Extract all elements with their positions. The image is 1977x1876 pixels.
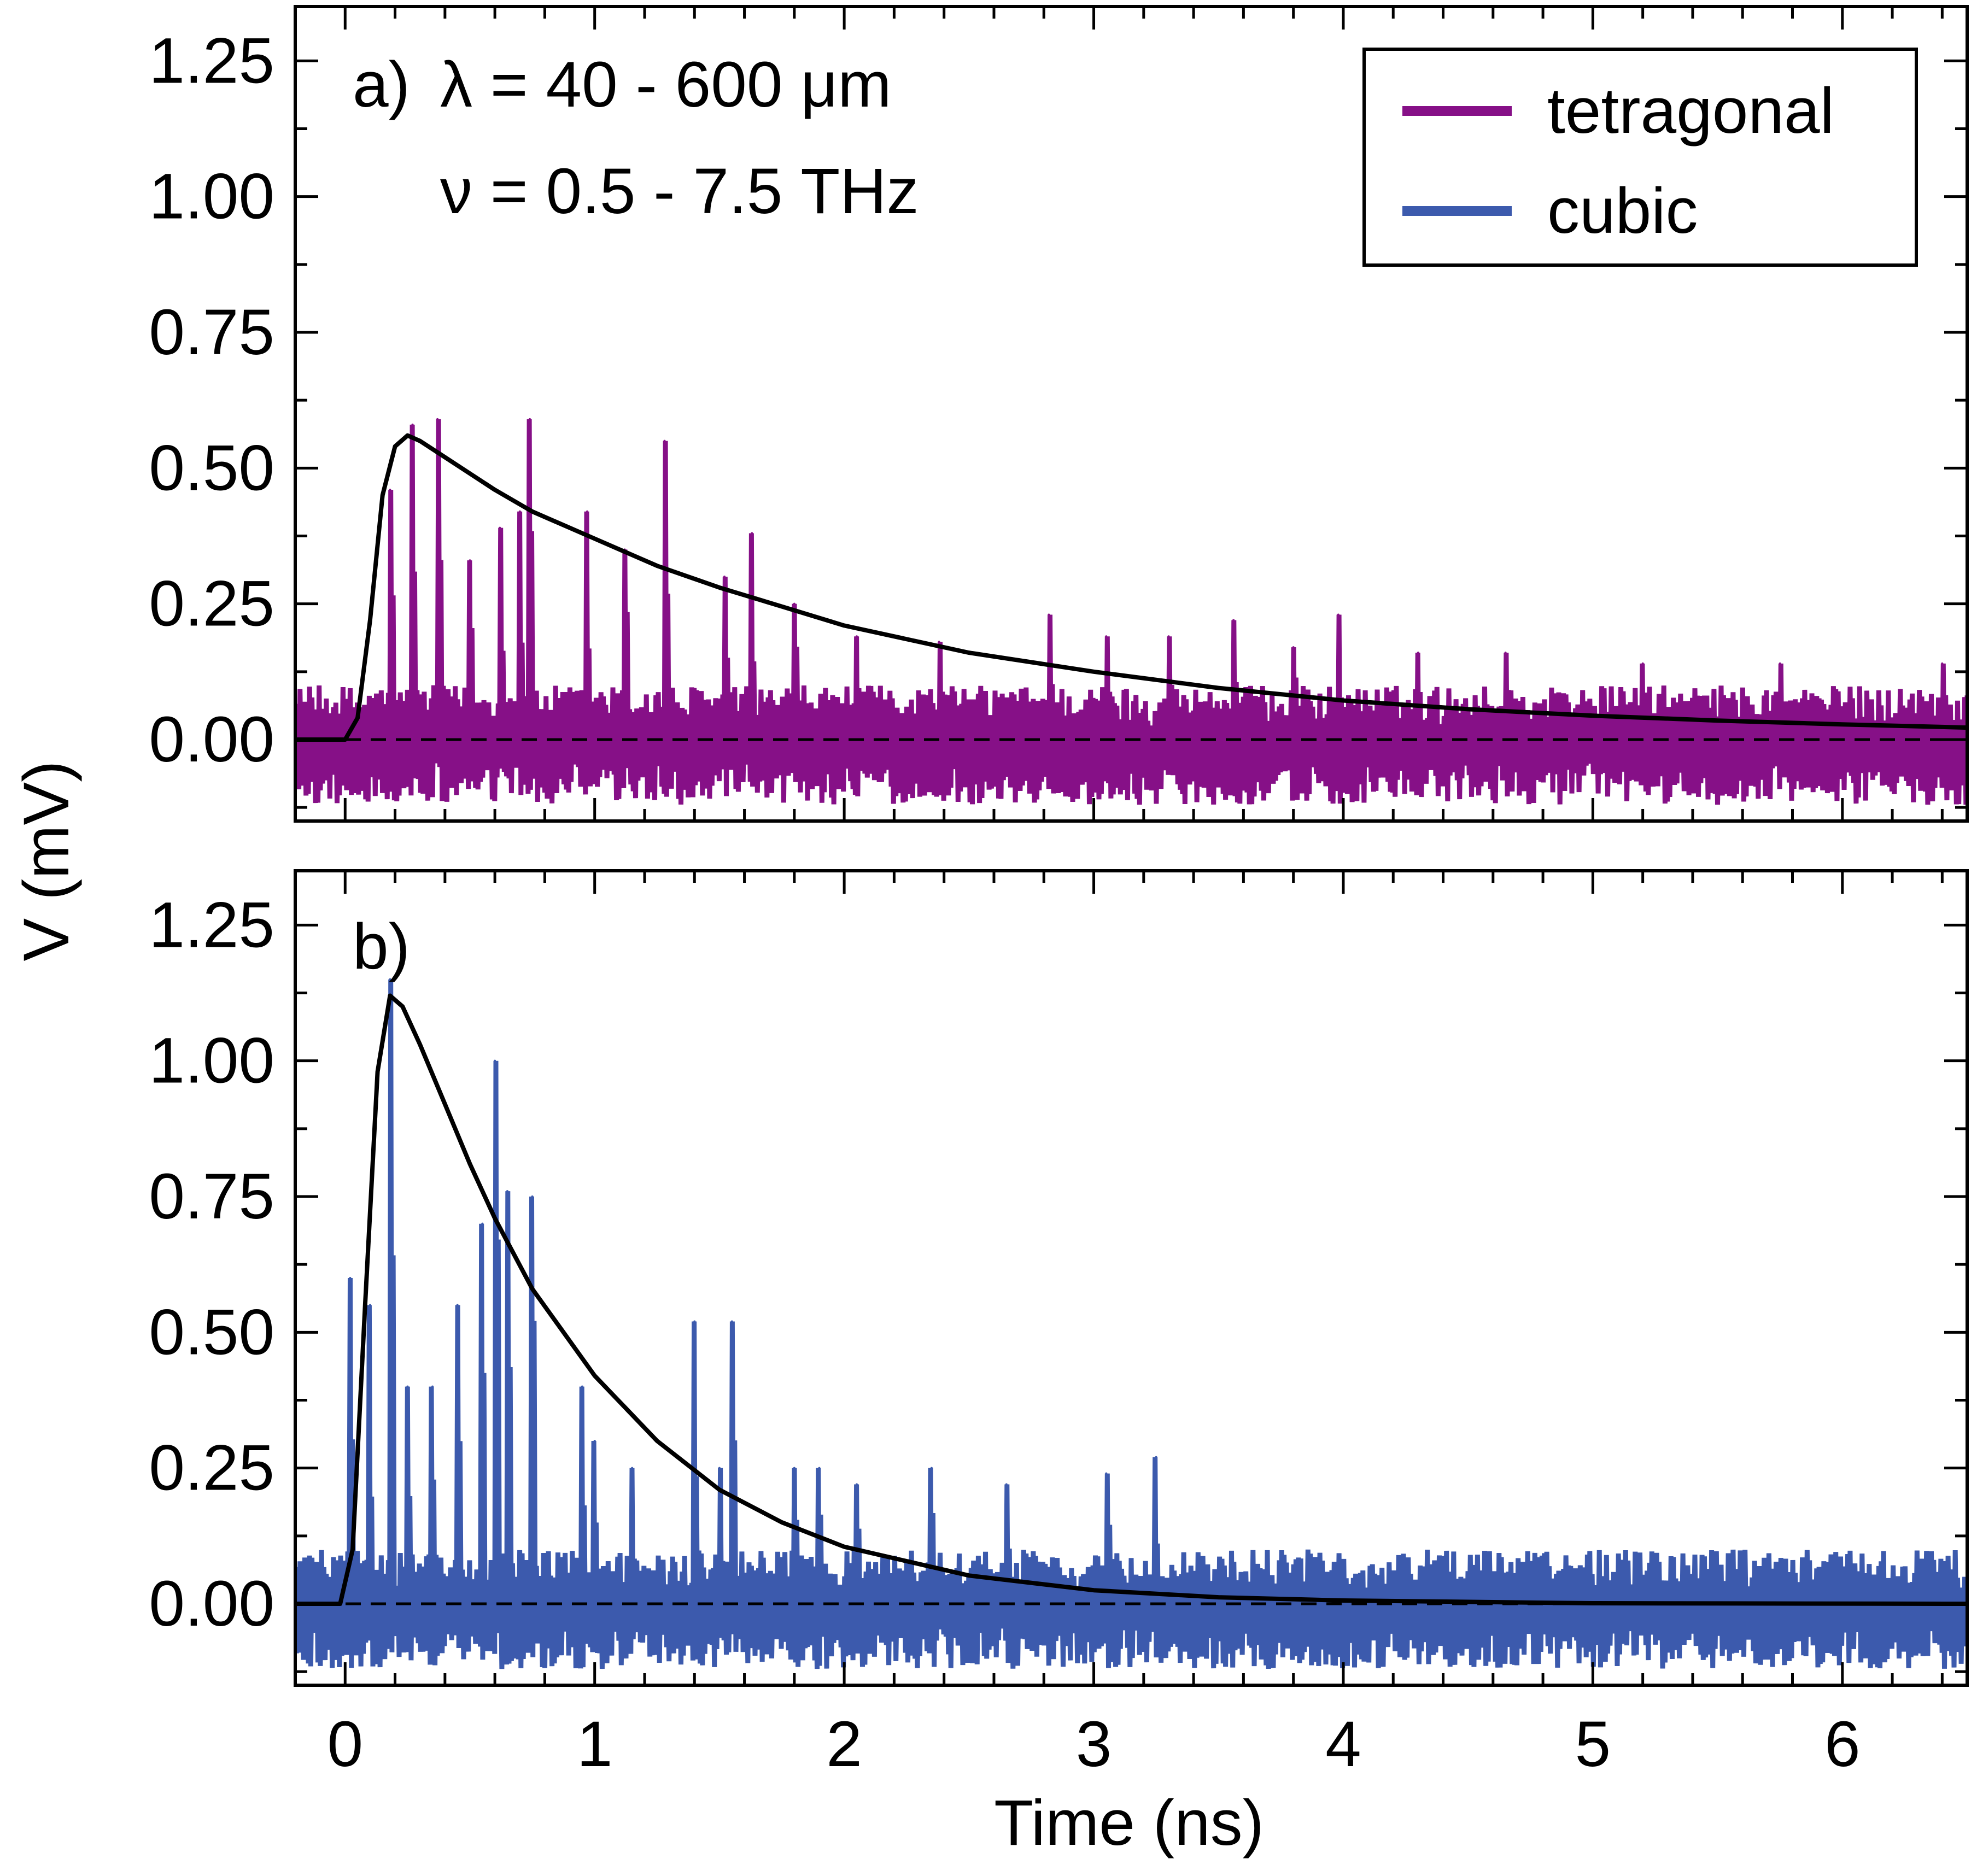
legend-label-cubic: cubic <box>1547 175 1698 247</box>
series-cubic-peak-3 <box>406 1385 409 1388</box>
series-tetragonal-peak-21 <box>1417 652 1419 654</box>
legend-box <box>1362 48 1918 267</box>
series-tetragonal-peak-18 <box>1232 619 1235 622</box>
series-tetragonal-peak-7 <box>586 510 589 513</box>
series-tetragonal-peak-15 <box>1048 613 1050 616</box>
series-cubic-peak-7 <box>494 1059 496 1062</box>
series-tetragonal-peak-2 <box>436 418 439 420</box>
panel-a-annotation-frequency: ν = 0.5 - 7.5 THz <box>440 155 919 227</box>
y-tick-label: 0.50 <box>149 1296 274 1368</box>
series-cubic-peak-17 <box>818 1467 821 1469</box>
series-tetragonal-peak-20 <box>1337 613 1340 616</box>
panel-a-frame <box>294 5 1969 823</box>
panel-a-plot-area <box>295 418 1967 805</box>
series-tetragonal-trace <box>295 419 1967 805</box>
panel-b-y-tick-labels: 1.25 1.00 0.75 0.50 0.25 0.00 <box>149 889 274 1640</box>
y-tick-label: 1.00 <box>149 161 274 233</box>
y-axis-title: V (mV) <box>10 760 83 961</box>
series-tetragonal-peak-14 <box>938 641 940 643</box>
series-cubic-peak-21 <box>1105 1472 1108 1475</box>
series-tetragonal-peak-10 <box>723 576 726 578</box>
panel-a-annotation-wavelength: λ = 40 - 600 μm <box>440 49 892 121</box>
panel-b: 1.25 1.00 0.75 0.50 0.25 0.00 0 1 2 3 4 5 6 b) <box>149 869 1969 1780</box>
series-cubic-peak-22 <box>1155 1456 1157 1458</box>
x-tick-label: 2 <box>826 1708 862 1780</box>
panel-b-fit-curve <box>295 993 1967 1606</box>
x-tick-label: 4 <box>1325 1708 1361 1780</box>
legend: tetragonal cubic <box>1362 48 1918 267</box>
series-cubic-peak-0 <box>349 1277 352 1279</box>
series-tetragonal-peak-0 <box>389 489 391 491</box>
y-tick-label: 1.00 <box>149 1025 274 1097</box>
x-axis-title: Time (ns) <box>994 1787 1264 1859</box>
y-tick-label: 0.25 <box>149 568 274 640</box>
series-tetragonal-peak-6 <box>529 418 531 420</box>
series-cubic-peak-5 <box>456 1304 459 1306</box>
panel-a-tick-marks <box>294 7 1967 821</box>
y-tick-label: 1.25 <box>149 25 274 97</box>
series-cubic-trace <box>295 979 1967 1669</box>
series-tetragonal-peak-4 <box>499 526 501 529</box>
series-cubic-peak-12 <box>631 1467 634 1469</box>
x-tick-labels: 0 1 2 3 4 5 6 <box>327 1708 1860 1780</box>
y-tick-label: 0.50 <box>149 432 274 504</box>
panel-b-plot-area <box>295 978 1967 1669</box>
y-tick-label: 0.25 <box>149 1432 274 1504</box>
series-cubic-peak-4 <box>431 1385 434 1388</box>
series-cubic-peak-13 <box>693 1320 696 1323</box>
series-tetragonal-peak-17 <box>1167 635 1170 638</box>
panel-a-label: a) <box>353 49 410 121</box>
series-tetragonal-peak-5 <box>518 510 521 513</box>
y-tick-label: 0.75 <box>149 296 274 368</box>
panel-a-y-tick-labels: 1.25 1.00 0.75 0.50 0.25 0.00 <box>149 25 274 776</box>
y-tick-label: 0.00 <box>149 1568 274 1640</box>
y-tick-label: 0.75 <box>149 1160 274 1233</box>
series-cubic-peak-11 <box>593 1440 596 1442</box>
series-cubic-peak-6 <box>481 1222 484 1225</box>
series-cubic-peak-2 <box>389 978 391 981</box>
series-cubic-peak-14 <box>718 1467 721 1469</box>
series-tetragonal-peak-19 <box>1292 646 1295 649</box>
series-tetragonal-peak-24 <box>1779 662 1781 665</box>
series-tetragonal-peak-1 <box>411 423 414 426</box>
series-tetragonal-peak-13 <box>855 635 858 638</box>
panel-a-fit-curve <box>295 433 1967 742</box>
panel-b-frame <box>294 869 1969 1687</box>
series-tetragonal-peak-22 <box>1504 652 1507 654</box>
series-cubic-peak-10 <box>581 1385 583 1388</box>
series-cubic-peak-15 <box>730 1320 733 1323</box>
x-tick-label: 6 <box>1824 1708 1861 1780</box>
series-cubic-peak-20 <box>1005 1483 1008 1486</box>
y-tick-label: 0.00 <box>149 704 274 776</box>
series-tetragonal-peak-23 <box>1641 662 1644 665</box>
series-tetragonal-peak-16 <box>1105 635 1108 638</box>
series-tetragonal-peak-9 <box>663 439 666 442</box>
series-cubic-peak-1 <box>369 1304 371 1306</box>
series-tetragonal-peak-12 <box>793 602 796 605</box>
series-cubic-peak-18 <box>855 1483 858 1486</box>
series-cubic-peak-16 <box>793 1467 796 1469</box>
series-cubic-peak-9 <box>531 1195 534 1198</box>
panel-a: 1.25 1.00 0.75 0.50 0.25 0.00 a) λ = 40 - 600… <box>149 5 1969 823</box>
x-tick-label: 3 <box>1076 1708 1112 1780</box>
series-cubic-peak-19 <box>930 1467 933 1469</box>
panel-b-tick-marks <box>294 871 1967 1685</box>
series-tetragonal-peak-11 <box>751 532 753 535</box>
series-tetragonal-peak-3 <box>469 559 471 562</box>
series-cubic-peak-8 <box>506 1190 508 1193</box>
panel-b-label: b) <box>353 911 410 983</box>
legend-label-tetragonal: tetragonal <box>1547 75 1834 147</box>
x-tick-label: 5 <box>1575 1708 1611 1780</box>
x-tick-label: 1 <box>577 1708 613 1780</box>
x-tick-label: 0 <box>327 1708 363 1780</box>
y-tick-label: 1.25 <box>149 889 274 961</box>
series-tetragonal-peak-25 <box>1941 662 1944 665</box>
